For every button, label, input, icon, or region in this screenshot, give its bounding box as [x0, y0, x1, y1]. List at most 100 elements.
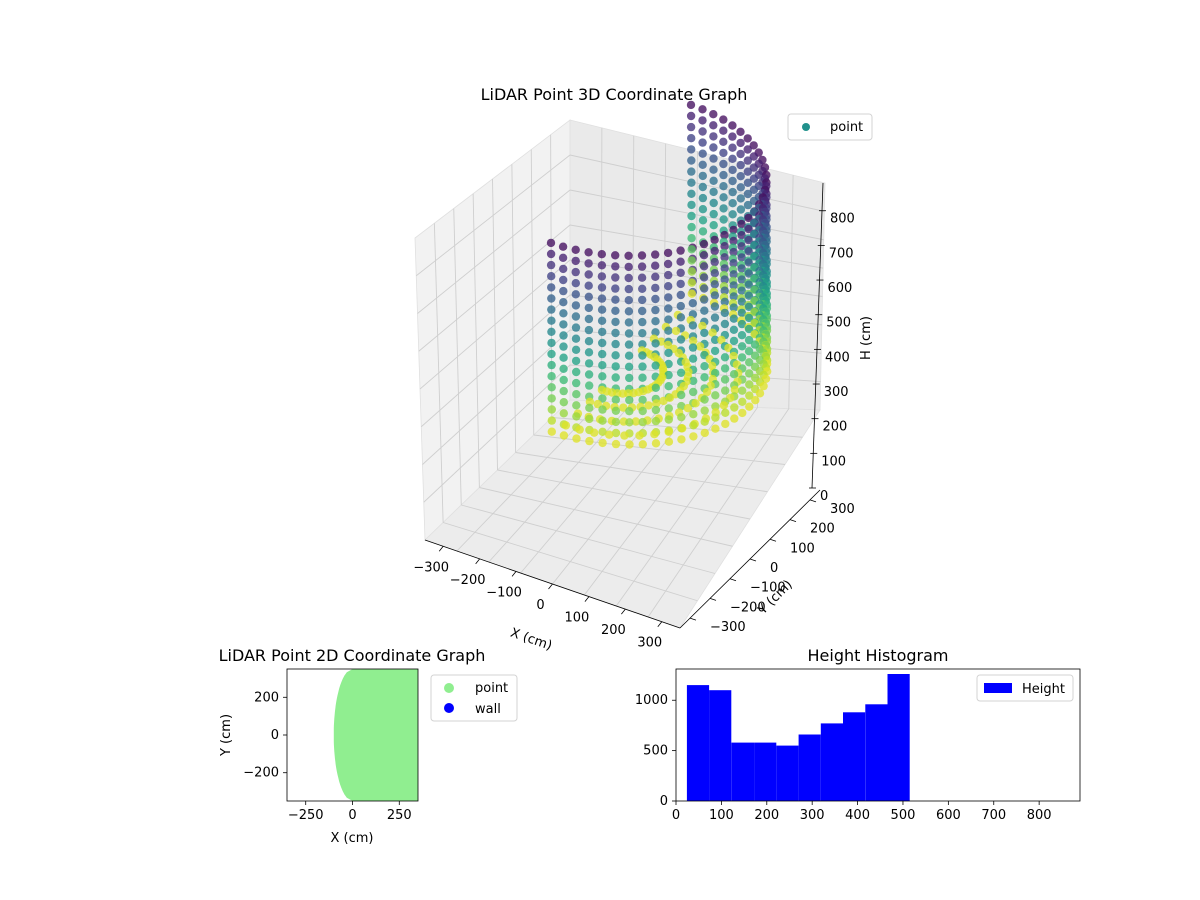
- lidar-point: [651, 283, 660, 293]
- lidar-point: [559, 353, 568, 362]
- lidar-point: [719, 401, 729, 410]
- lidar-point: [710, 313, 720, 322]
- lidar-point: [737, 353, 747, 362]
- lidar-point: [729, 270, 738, 279]
- y-tick-label-2d: 200: [254, 690, 279, 705]
- lidar-point: [638, 362, 647, 371]
- histogram-legend: Height: [976, 674, 1074, 702]
- lidar-point: [709, 132, 718, 141]
- lidar-point: [720, 286, 729, 295]
- lidar-point: [728, 143, 737, 152]
- lidar-point: [664, 282, 673, 291]
- lidar-point: [737, 331, 747, 340]
- lidar-point: [710, 346, 720, 356]
- lidar-point: [651, 272, 660, 281]
- grid-line: [788, 175, 794, 409]
- lidar-point: [664, 293, 673, 302]
- lidar-point: [644, 401, 653, 410]
- lidar-point: [698, 216, 708, 225]
- lidar-point: [736, 138, 745, 148]
- lidar-point: [547, 349, 556, 359]
- histogram-bar: [843, 712, 866, 801]
- histogram-bar: [865, 704, 888, 801]
- grid-line: [530, 149, 535, 436]
- lidar-point: [721, 419, 730, 429]
- lidar-point: [749, 152, 758, 161]
- lidar-point: [749, 185, 759, 194]
- lidar-point: [745, 391, 754, 400]
- lidar-point: [686, 111, 696, 121]
- lidar-point: [736, 183, 745, 192]
- chart-2d-title: LiDAR Point 2D Coordinate Graph: [219, 646, 486, 665]
- lidar-point: [686, 100, 696, 110]
- lidar-point: [598, 416, 607, 425]
- lidar-point: [611, 373, 620, 382]
- legend-3d-marker: [802, 123, 810, 131]
- lidar-point: [593, 399, 602, 409]
- lidar-point: [638, 440, 647, 449]
- lidar-point: [624, 329, 634, 338]
- lidar-point: [585, 436, 594, 446]
- lidar-point: [687, 156, 696, 165]
- lidar-point: [597, 272, 607, 281]
- lidar-point: [719, 137, 728, 146]
- lidar-point: [671, 326, 681, 336]
- x-tick-3d: [548, 583, 553, 590]
- lidar-point: [698, 116, 707, 125]
- lidar-point: [559, 375, 568, 385]
- lidar-point: [710, 280, 719, 289]
- lidar-point: [572, 390, 581, 399]
- lidar-point: [744, 224, 753, 234]
- histogram-x-tick-label: 800: [1027, 808, 1052, 823]
- lidar-point: [638, 295, 647, 305]
- lidar-point: [719, 170, 728, 180]
- z-tick-label-3d: 500: [826, 316, 851, 331]
- lidar-point: [759, 381, 768, 391]
- histogram-x-tick-label: 500: [891, 808, 916, 823]
- lidar-point: [744, 258, 753, 267]
- lidar-point: [547, 360, 556, 370]
- lidar-point: [737, 319, 747, 329]
- lidar-point: [571, 290, 580, 299]
- lidar-point: [676, 335, 686, 344]
- lidar-point: [700, 306, 709, 315]
- lidar-point: [729, 336, 739, 346]
- z-ticks-3d: 0 100 200 300 400 500 600 700 800: [809, 210, 855, 504]
- x-tick-label-3d: 100: [565, 611, 590, 626]
- lidar-point: [547, 427, 556, 436]
- lidar-point: [728, 210, 737, 219]
- histogram-x-tick-label: 200: [754, 808, 779, 823]
- lidar-point: [744, 235, 753, 245]
- histogram-ticks: 0 100 200 300 400 500 600 700 800 0 500 1000: [635, 693, 1052, 823]
- lidar-point: [584, 325, 594, 335]
- z-tick-label-3d: 400: [825, 350, 850, 365]
- lidar-point: [625, 440, 634, 449]
- lidar-point: [709, 187, 718, 197]
- x-tick-3d: [621, 608, 626, 615]
- lidar-point: [597, 261, 607, 270]
- grid-line: [420, 294, 571, 428]
- lidar-point: [687, 289, 696, 298]
- histogram-bar: [776, 745, 799, 801]
- lidar-point: [651, 416, 661, 426]
- lidar-point: [598, 361, 607, 370]
- lidar-point: [611, 395, 620, 404]
- lidar-point: [572, 401, 581, 410]
- lidar-point: [744, 247, 753, 256]
- lidar-point: [584, 292, 593, 301]
- lidar-point: [547, 372, 556, 381]
- legend-3d: point: [787, 113, 873, 141]
- lidar-point: [584, 270, 593, 279]
- lidar-point: [689, 421, 698, 430]
- lidar-point: [597, 305, 607, 314]
- histogram-frame: [675, 668, 1081, 802]
- lidar-point: [708, 328, 717, 337]
- lidar-point: [611, 306, 620, 315]
- lidar-point: [709, 165, 718, 174]
- lidar-point: [611, 439, 621, 449]
- lidar-point: [743, 178, 753, 187]
- y-tick-3d: [769, 538, 777, 542]
- lidar-point: [709, 221, 718, 230]
- lidar-point: [737, 297, 747, 306]
- lidar-point: [575, 425, 584, 434]
